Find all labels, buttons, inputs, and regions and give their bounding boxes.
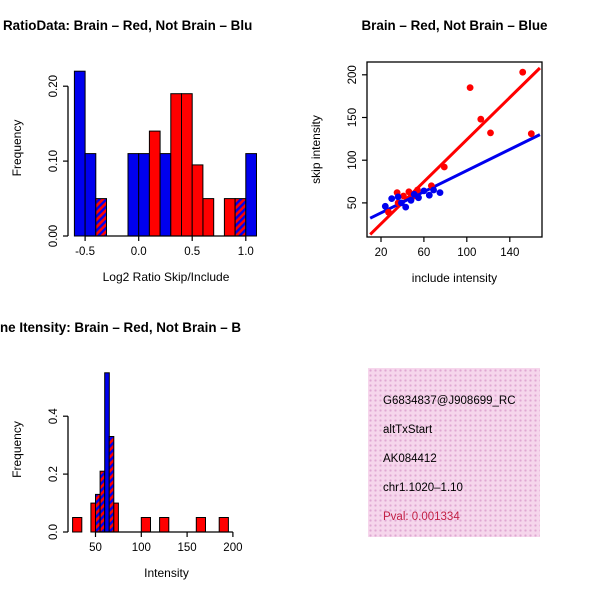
y-axis-label: Frequency (10, 120, 24, 177)
histogram-bar (90, 502, 97, 533)
y-tick-label: 0.20 (48, 75, 60, 97)
histogram-bar (148, 130, 161, 237)
histogram-bar (104, 372, 110, 533)
x-axis-label: Log2 Ratio Skip/Include (103, 270, 230, 284)
x-tick-label: 150 (178, 542, 197, 554)
data-point (420, 187, 428, 195)
histogram-bar (95, 198, 108, 237)
histogram-bar (245, 153, 258, 237)
data-point (381, 202, 389, 210)
gene-info-box: G6834837@J908699_RC altTxStart AK084412 … (368, 368, 540, 537)
data-point (436, 189, 444, 197)
y-tick-label: 0.10 (48, 150, 60, 172)
histogram-bar (202, 198, 215, 237)
histogram-bar (108, 436, 115, 533)
histogram-bar (234, 198, 247, 237)
x-tick-label: -0.5 (75, 246, 95, 258)
histogram-bar (159, 517, 170, 533)
chart-title: Brain – Red, Not Brain – Blue (361, 18, 547, 33)
data-point (519, 68, 527, 76)
data-point (385, 208, 392, 216)
y-tick-label: 100 (347, 151, 359, 170)
y-axis-label: skip intensity (309, 115, 323, 184)
x-tick-label: 1.0 (238, 246, 254, 258)
y-tick-label: 0.0 (48, 524, 60, 540)
event-type-text: altTxStart (383, 424, 433, 436)
histogram-bar (72, 517, 83, 533)
fit-line (369, 66, 541, 236)
chart-title: ne Itensity: Brain – Red, Not Brain – B (0, 320, 241, 335)
x-tick-label: 0.5 (184, 246, 200, 258)
data-point (527, 130, 535, 138)
fit-line (369, 133, 541, 220)
y-tick-label: 0.00 (48, 225, 60, 247)
data-point (398, 199, 405, 207)
histogram-bar (170, 93, 183, 237)
histogram-bar (218, 517, 229, 533)
x-tick-label: 200 (223, 542, 242, 554)
x-tick-label: 140 (500, 247, 519, 259)
y-tick-label: 50 (347, 197, 359, 210)
x-tick-label: 20 (375, 247, 388, 259)
histogram-bar (140, 517, 152, 533)
data-point (394, 193, 402, 201)
y-tick-label: 0.2 (48, 466, 60, 482)
histogram-bar (191, 164, 204, 237)
data-point (487, 129, 494, 137)
data-point (430, 186, 437, 194)
data-point (400, 192, 407, 200)
log2ratio-histogram-chart: -0.5 0.0 0.5 1.0 0.00 0.10 0.20 RatioData: Brai… (3, 18, 258, 284)
histogram-bar (113, 502, 119, 533)
y-tick-label: 150 (347, 108, 359, 127)
histogram-bar (99, 470, 106, 533)
histogram-bar (73, 70, 86, 237)
histogram-bar (223, 198, 236, 237)
x-tick-label: 0.0 (131, 246, 147, 258)
histogram-bar (127, 153, 140, 237)
y-axis-label: Frequency (10, 421, 24, 478)
x-axis-label: Intensity (144, 566, 189, 580)
pvalue-text: Pval: 0.001334 (383, 511, 460, 523)
x-tick-label: 50 (89, 542, 102, 554)
data-point (425, 191, 433, 199)
y-tick-label: 0.4 (48, 408, 60, 425)
histogram-bar (159, 153, 172, 237)
x-axis-label: include intensity (412, 271, 497, 285)
x-tick-label: 60 (418, 247, 431, 259)
data-point (415, 194, 422, 202)
histogram-bar (95, 493, 101, 533)
data-point (388, 195, 396, 203)
plot-box (366, 61, 543, 238)
locus-text: chr1.1020–1.10 (383, 482, 463, 494)
x-tick-label: 100 (132, 542, 151, 554)
intensity-scatter-chart: 20 60 100 140 50 100 150 200 Brain – Red, Not Br… (309, 18, 548, 285)
data-point (402, 203, 410, 211)
histogram-bar (84, 153, 97, 237)
accession-text: AK084412 (383, 453, 437, 465)
x-tick-label: 100 (457, 247, 476, 259)
data-point (440, 163, 448, 171)
data-point (477, 115, 485, 123)
data-point (407, 196, 415, 204)
data-point (405, 188, 413, 196)
histogram-bar (195, 517, 207, 533)
chart-title: RatioData: Brain – Red, Not Brain – Blu (3, 18, 252, 33)
y-tick-label: 200 (347, 65, 359, 84)
data-point (466, 84, 474, 91)
histogram-bar (138, 153, 150, 237)
histogram-bar (181, 93, 193, 237)
gene-id-text: G6834837@J908699_RC (383, 395, 516, 407)
gene-intensity-histogram-chart: 50 100 150 200 0.0 0.2 0.4 ne Itensity: Brain –… (0, 320, 242, 580)
